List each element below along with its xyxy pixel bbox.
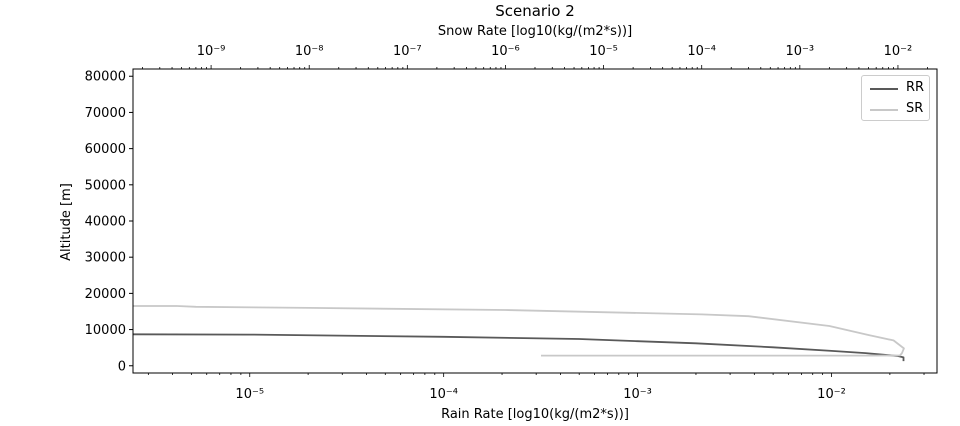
y-tick-label: 10000 bbox=[85, 323, 126, 338]
legend-label-sr: SR bbox=[906, 101, 924, 116]
y-tick-label: 0 bbox=[118, 359, 126, 374]
top-tick-label: 10⁻⁸ bbox=[295, 44, 324, 59]
legend-swatch-rr bbox=[870, 88, 898, 90]
legend-item-sr: SR bbox=[862, 99, 929, 119]
legend-label-rr: RR bbox=[906, 80, 925, 95]
top-tick-label: 10⁻⁹ bbox=[197, 44, 226, 59]
y-tick-label: 20000 bbox=[85, 287, 126, 302]
x-axis-label: Rain Rate [log10(kg/(m2*s))] bbox=[441, 407, 629, 422]
x-tick-label: 10⁻⁵ bbox=[235, 387, 264, 402]
y-tick-label: 80000 bbox=[85, 70, 126, 85]
chart-title: Scenario 2 bbox=[495, 2, 575, 20]
y-tick-label: 50000 bbox=[85, 178, 126, 193]
top-tick-label: 10⁻⁴ bbox=[687, 44, 716, 59]
legend-item-rr: RR bbox=[862, 78, 929, 98]
x-tick-label: 10⁻² bbox=[817, 387, 846, 402]
legend: RR SR bbox=[861, 75, 930, 121]
series-layer bbox=[132, 305, 905, 362]
x-tick-label: 10⁻⁴ bbox=[429, 387, 458, 402]
y-axis-label: Altitude [m] bbox=[59, 183, 74, 261]
x-tick-label: 10⁻³ bbox=[623, 387, 652, 402]
y-tick-label: 70000 bbox=[85, 106, 126, 121]
top-tick-label: 10⁻⁶ bbox=[491, 44, 520, 59]
top-axis-label: Snow Rate [log10(kg/(m2*s))] bbox=[438, 24, 632, 39]
top-tick-label: 10⁻⁵ bbox=[589, 44, 618, 59]
top-tick-label: 10⁻³ bbox=[786, 44, 815, 59]
y-tick-label: 40000 bbox=[85, 215, 126, 230]
series-line-sr bbox=[133, 305, 905, 357]
axis-layer: 0 10000 20000 30000 40000 50000 60000 70000 8000… bbox=[85, 44, 928, 402]
plot-frame bbox=[132, 68, 938, 374]
y-tick-label: 30000 bbox=[85, 251, 126, 266]
legend-swatch-sr bbox=[870, 109, 898, 111]
top-tick-label: 10⁻² bbox=[884, 44, 913, 59]
top-tick-label: 10⁻⁷ bbox=[393, 44, 422, 59]
series-line-rr bbox=[132, 333, 905, 362]
y-tick-label: 60000 bbox=[85, 142, 126, 157]
